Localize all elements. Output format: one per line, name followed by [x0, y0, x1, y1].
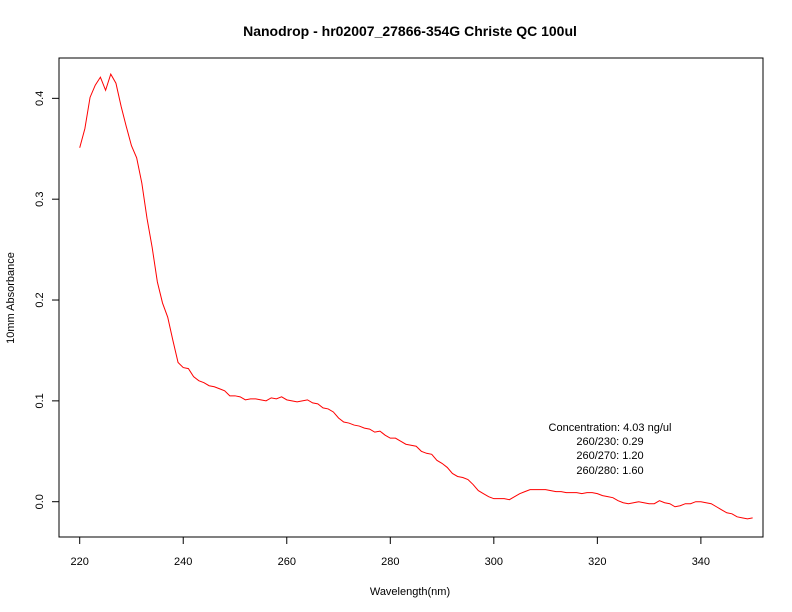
y-tick-label: 0.4 [34, 91, 46, 106]
x-tick-label: 340 [692, 556, 710, 568]
x-tick-label: 260 [278, 556, 296, 568]
annotation-260-270: 260/270: 1.20 [576, 450, 643, 462]
y-axis: 0.0 0.1 0.2 0.3 0.4 [34, 91, 60, 509]
y-tick-label: 0.0 [34, 494, 46, 509]
y-tick-label: 0.1 [34, 393, 46, 408]
y-axis-label: 10mm Absorbance [5, 252, 17, 344]
annotation-block: Concentration: 4.03 ng/ul 260/230: 0.29 … [549, 422, 672, 477]
y-tick-label: 0.3 [34, 192, 46, 207]
x-tick-label: 240 [174, 556, 192, 568]
x-tick-label: 280 [381, 556, 399, 568]
chart-title: Nanodrop - hr02007_27866-354G Christe QC… [243, 23, 577, 39]
annotation-concentration: Concentration: 4.03 ng/ul [549, 422, 672, 434]
x-tick-label: 300 [485, 556, 503, 568]
x-axis: 220 240 260 280 300 320 340 [71, 536, 710, 568]
absorbance-series-line [79, 72, 753, 520]
x-tick-label: 220 [71, 556, 89, 568]
plot-frame [58, 57, 764, 538]
x-axis-label: Wavelength(nm) [370, 586, 450, 598]
annotation-260-230: 260/230: 0.29 [576, 436, 643, 448]
y-tick-label: 0.2 [34, 292, 46, 307]
x-tick-label: 320 [588, 556, 606, 568]
annotation-260-280: 260/280: 1.60 [576, 465, 643, 477]
